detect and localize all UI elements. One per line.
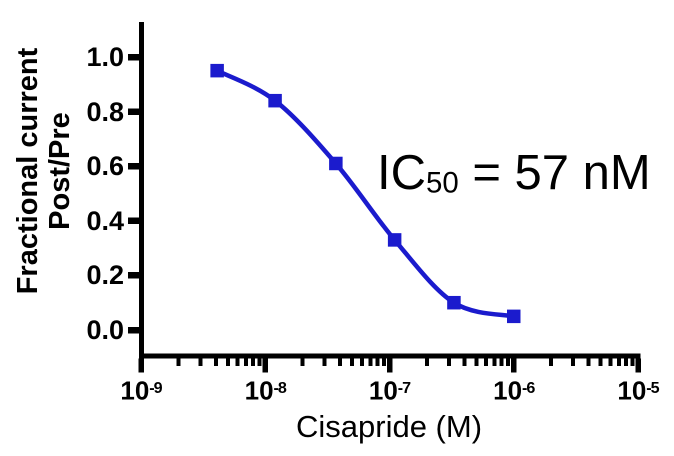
x-axis-title: Cisapride (M)	[295, 409, 483, 444]
data-point-marker-5	[447, 295, 461, 310]
x-tick-label-10e-7: 10-7	[340, 373, 440, 405]
data-point-marker-1	[210, 63, 224, 78]
ic50-annotation-subscript: 50	[426, 166, 459, 200]
ic50-annotation-prefix: IC	[377, 146, 426, 200]
ic50-annotation-suffix: = 57 nM	[458, 146, 651, 200]
x-tick-exponent: -8	[273, 379, 287, 397]
x-tick-exponent: -9	[149, 379, 162, 397]
y-tick-label-0.0: 0.0	[86, 315, 124, 345]
x-tick-label-10e-9: 10-9	[91, 373, 191, 405]
data-point-marker-6	[507, 309, 521, 324]
y-axis-title-line1: Fractional current	[12, 47, 44, 295]
y-axis-title: Fractional current Post/Pre	[12, 1, 76, 341]
x-tick-label-10e-5: 10-5	[588, 373, 674, 405]
x-tick-exponent: -7	[397, 379, 411, 397]
x-tick-base: 10	[617, 375, 647, 406]
ic50-annotation: IC50 = 57 nM	[377, 147, 651, 210]
y-tick-label-0.8: 0.8	[86, 96, 124, 127]
y-tick-label-1.0: 1.0	[86, 42, 124, 72]
x-tick-base: 10	[244, 375, 274, 406]
y-axis-title-line2: Post/Pre	[44, 112, 76, 230]
y-tick-label-0.4: 0.4	[86, 205, 124, 236]
data-point-marker-2	[268, 93, 282, 108]
y-tick-label-0.6: 0.6	[86, 151, 124, 182]
y-tick-label-0.2: 0.2	[86, 260, 124, 291]
x-tick-label-10e-8: 10-8	[215, 373, 315, 405]
data-point-marker-3	[329, 156, 343, 171]
x-tick-base: 10	[493, 375, 523, 406]
data-point-marker-4	[387, 233, 402, 247]
x-tick-exponent: -6	[522, 379, 535, 397]
x-tick-base: 10	[368, 375, 398, 406]
x-tick-base: 10	[120, 375, 150, 406]
x-tick-exponent: -5	[646, 379, 659, 397]
x-tick-label-10e-6: 10-6	[464, 373, 564, 405]
